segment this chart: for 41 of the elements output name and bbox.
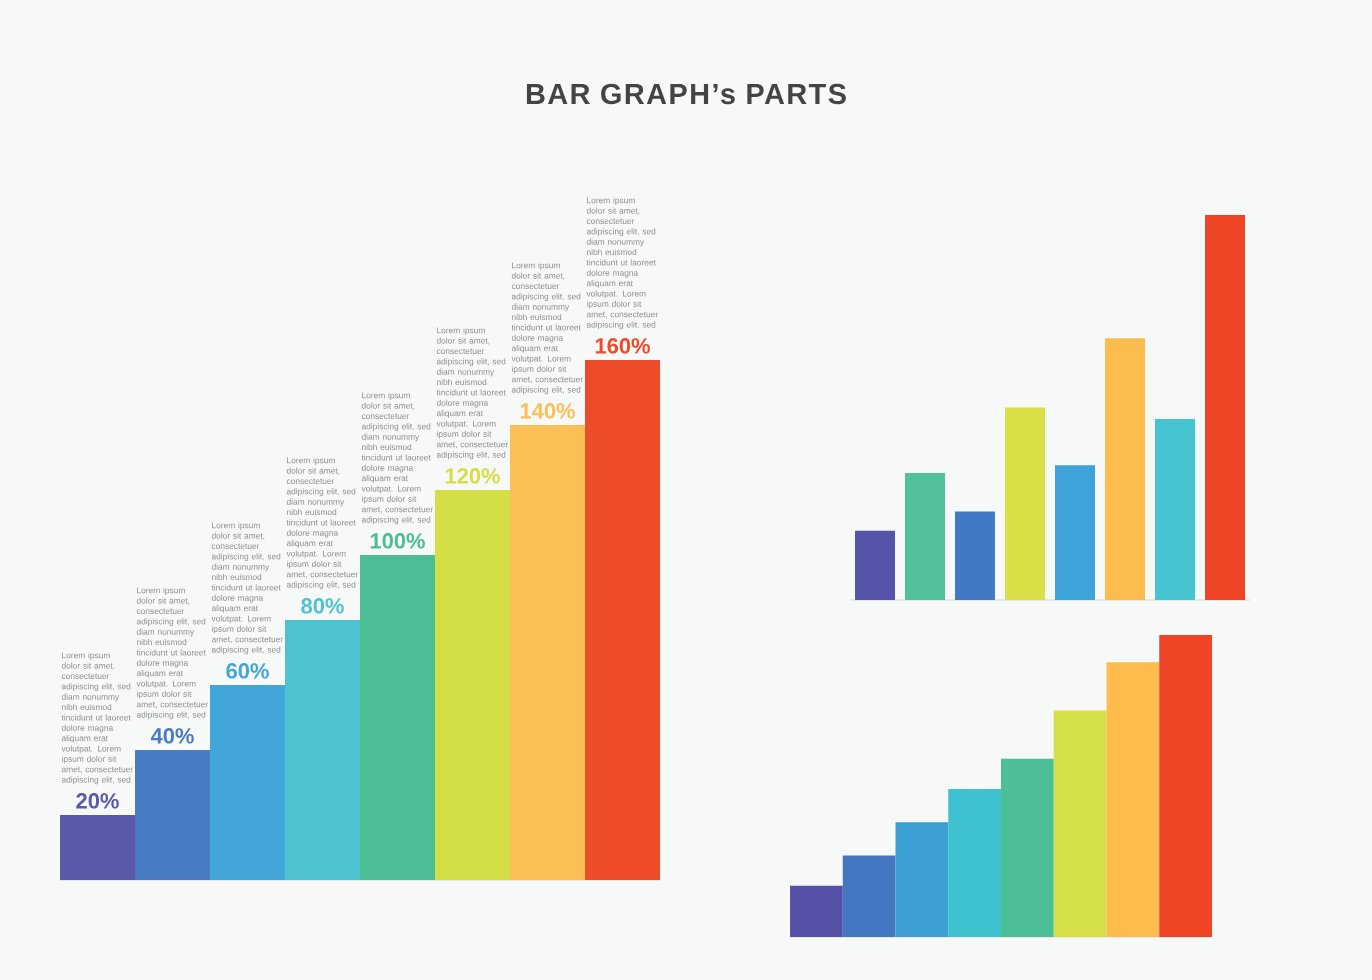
bar: [60, 815, 135, 880]
bar: [285, 619, 360, 880]
text: Lorem ipsum dolor sit amet, consectetuer adipiscing elit, sed diam nonummy nibh euismod tincidunt ut laoreet dolore magna aliquam erat volutpat. Lorem ipsum dolor sit amet, consectetuer adipiscing elit, sed: [361, 392, 433, 525]
bar: [360, 554, 435, 880]
data-label: 80%: [301, 598, 344, 614]
data-label: 20%: [76, 793, 119, 809]
data-label: 60%: [226, 663, 269, 679]
bar: [1005, 407, 1046, 600]
bar: [955, 511, 996, 600]
bar: [1001, 758, 1054, 937]
bar: [510, 424, 585, 880]
text: Lorem ipsum dolor sit amet, consectetuer adipiscing elit, sed diam nonummy nibh euismod tincidunt ut laoreet dolore magna aliquam erat volutpat. Lorem ipsum dolor sit amet, consectetuer adipiscing elit, sed: [436, 327, 508, 460]
data-label: 120%: [445, 468, 500, 484]
bar: [1105, 338, 1146, 600]
chart-title: BAR GRAPH’s PARTS: [526, 83, 846, 105]
data-label: 100%: [370, 533, 425, 549]
bar: [842, 855, 896, 937]
bar: [1053, 710, 1107, 937]
bar: [790, 885, 843, 937]
data-label: 40%: [150, 728, 194, 744]
bar: [1205, 214, 1246, 600]
text: Lorem ipsum dolor sit amet, consectetuer adipiscing elit, sed diam nonummy nibh euismod tincidunt ut laoreet dolore magna aliquam erat volutpat. Lorem ipsum dolor sit amet, consectetuer adipiscing elit, sed: [286, 457, 358, 590]
bar: [135, 750, 210, 880]
bar: [905, 472, 946, 600]
bar: [1155, 419, 1196, 600]
bar: [1055, 465, 1096, 600]
text: Lorem ipsum dolor sit amet, consectetuer adipiscing elit, sed diam nonummy nibh euismod tincidunt ut laoreet dolore magna aliquam erat volutpat. Lorem ipsum dolor sit amet, consectetuer adipiscing elit, sed: [61, 652, 133, 785]
text: Lorem ipsum dolor sit amet, consectetuer adipiscing elit, sed diam nonummy nibh euismod tincidunt ut laoreet dolore magna aliquam erat volutpat. Lorem ipsum dolor sit amet, consectetuer adipiscing elit, sed: [511, 262, 583, 395]
text: Lorem ipsum dolor sit amet, consectetuer adipiscing elit, sed diam nonummy nibh euismod tincidunt ut laoreet dolore magna aliquam erat volutpat. Lorem ipsum dolor sit amet, consectetuer adipiscing elit, sed: [211, 522, 283, 655]
bar: [895, 822, 949, 937]
bar: [1159, 635, 1212, 937]
data-label: 140%: [520, 403, 575, 419]
bar: [855, 530, 896, 600]
text: Lorem ipsum dolor sit amet, consectetuer adipiscing elit, sed diam nonummy nibh euismod tincidunt ut laoreet dolore magna aliquam erat volutpat. Lorem ipsum dolor sit amet, consectetuer adipiscing elit, sed: [136, 587, 208, 720]
data-label: 160%: [595, 338, 650, 354]
bar: [435, 489, 510, 880]
bar: [210, 685, 285, 880]
bar: [948, 789, 1001, 937]
bar: [585, 359, 660, 880]
bar: [1106, 662, 1160, 937]
text: Lorem ipsum dolor sit amet, consectetuer adipiscing elit, sed diam nonummy nibh euismod tincidunt ut laoreet dolore magna aliquam erat volutpat. Lorem ipsum dolor sit amet, consectetuer adipiscing elit, sed: [586, 197, 658, 330]
